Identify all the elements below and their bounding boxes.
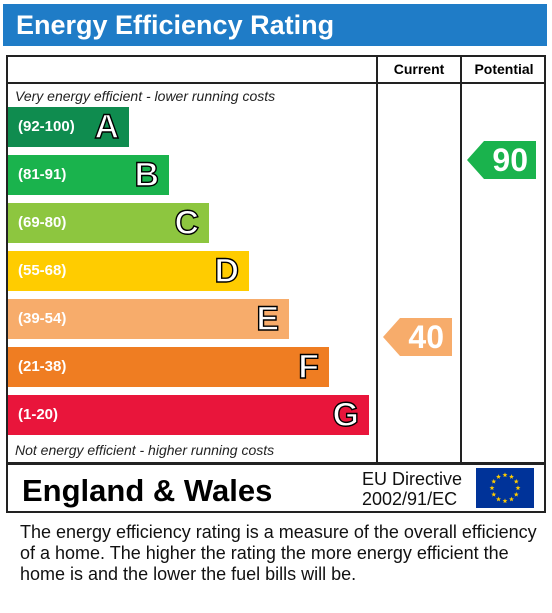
page-title: Energy Efficiency Rating [16,10,335,40]
eu-flag-star [496,474,501,479]
eu-flag-star [491,478,497,484]
title-bar: Energy Efficiency Rating [3,4,547,46]
band-range-label: (21-38) [18,358,67,375]
band-letter: G [332,396,360,434]
eu-flag-icon [476,468,534,508]
band-range-label: (92-100) [18,118,75,135]
band-letter: F [298,348,320,386]
band-letter: D [214,252,240,290]
band-letter: A [94,108,120,146]
current-rating-marker: 40 [383,318,452,356]
header-row-divider [6,82,546,84]
eu-flag-star [502,498,508,504]
band-letter: C [174,204,200,242]
eu-flag-star [489,485,495,491]
eu-flag-star [502,472,508,478]
top-efficiency-note: Very energy efficient - lower running co… [15,88,276,104]
eu-directive-label: EU Directive 2002/91/EC [362,469,462,509]
footer-frame [6,463,546,513]
current-rating-value: 40 [408,319,444,355]
potential-rating-value: 90 [492,142,528,178]
current-column-divider [376,55,378,464]
band-range-label: (1-20) [18,406,59,423]
directive-line-1: EU Directive [362,469,463,489]
eu-flag-star [496,496,501,502]
band-a: (92-100) A [8,107,129,147]
eu-flag-star [513,491,519,497]
band-range-label: (55-68) [18,262,67,279]
potential-column-header: Potential [474,61,534,77]
rating-description: The energy efficiency rating is a measur… [20,522,537,584]
band-letter: E [256,300,280,338]
band-g: (1-20) G [8,395,369,435]
band-letter: B [134,156,160,194]
eu-flag-star [491,491,497,497]
directive-line-2: 2002/91/EC [362,489,458,509]
band-range-label: (81-91) [18,166,67,183]
potential-column-divider [460,55,462,464]
current-rating-arrow [383,318,452,356]
current-column-header: Current [393,61,445,77]
bottom-efficiency-note: Not energy efficient - higher running co… [15,442,275,458]
band-e: (39-54) E [8,299,289,339]
potential-rating-marker: 90 [467,141,536,179]
band-range-label: (69-80) [18,214,67,231]
eu-flag-star [515,485,521,491]
band-b: (81-91) B [8,155,169,195]
eu-flag-star [509,496,514,502]
eu-flag-star [513,478,519,484]
band-range-label: (39-54) [18,310,67,327]
potential-rating-arrow [467,141,536,179]
band-c: (69-80) C [8,203,209,243]
region-label: England & Wales [22,473,273,508]
band-d: (55-68) D [8,251,249,291]
band-f: (21-38) F [8,347,329,387]
eu-flag-star [509,474,514,479]
